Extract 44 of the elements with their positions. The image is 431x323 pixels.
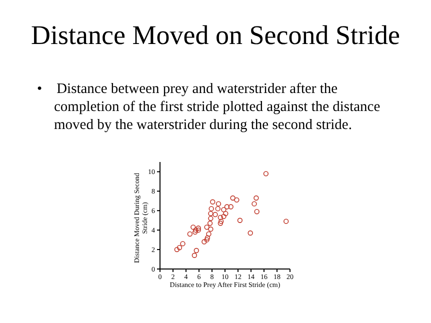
point [223, 210, 228, 216]
point [204, 237, 210, 242]
point [193, 227, 198, 233]
point [192, 252, 198, 258]
point [190, 224, 196, 230]
point [224, 204, 230, 210]
point [263, 171, 269, 176]
point [254, 195, 259, 201]
point [176, 245, 182, 250]
point [230, 195, 236, 201]
point [221, 214, 226, 220]
point [216, 201, 222, 206]
point [196, 227, 201, 233]
point [187, 231, 192, 237]
point [254, 209, 260, 214]
point [208, 216, 214, 222]
point [206, 231, 212, 237]
point [196, 226, 201, 231]
point [192, 229, 198, 235]
point [248, 230, 253, 236]
point [228, 204, 234, 210]
point [208, 206, 214, 212]
point [218, 214, 224, 220]
point [218, 218, 224, 224]
point [234, 197, 240, 203]
point [252, 201, 257, 206]
point [202, 239, 207, 244]
chart-title: Distance Moved on Second Stride [30, 20, 401, 51]
point [212, 212, 218, 218]
point [210, 199, 216, 204]
point [215, 206, 220, 212]
point [174, 246, 180, 252]
point [204, 235, 210, 240]
point [180, 241, 186, 246]
point [207, 220, 213, 226]
point [218, 220, 224, 226]
point [284, 218, 289, 224]
chart-subtitle: • Distance between prey and waterstrider after the completion of the first stride plotted against the distance moved by the waterstrider during the second stride. [37, 80, 382, 134]
point [221, 207, 226, 212]
point [204, 224, 210, 230]
point [194, 248, 199, 254]
point [208, 210, 214, 216]
point [208, 226, 214, 232]
point [237, 218, 243, 223]
